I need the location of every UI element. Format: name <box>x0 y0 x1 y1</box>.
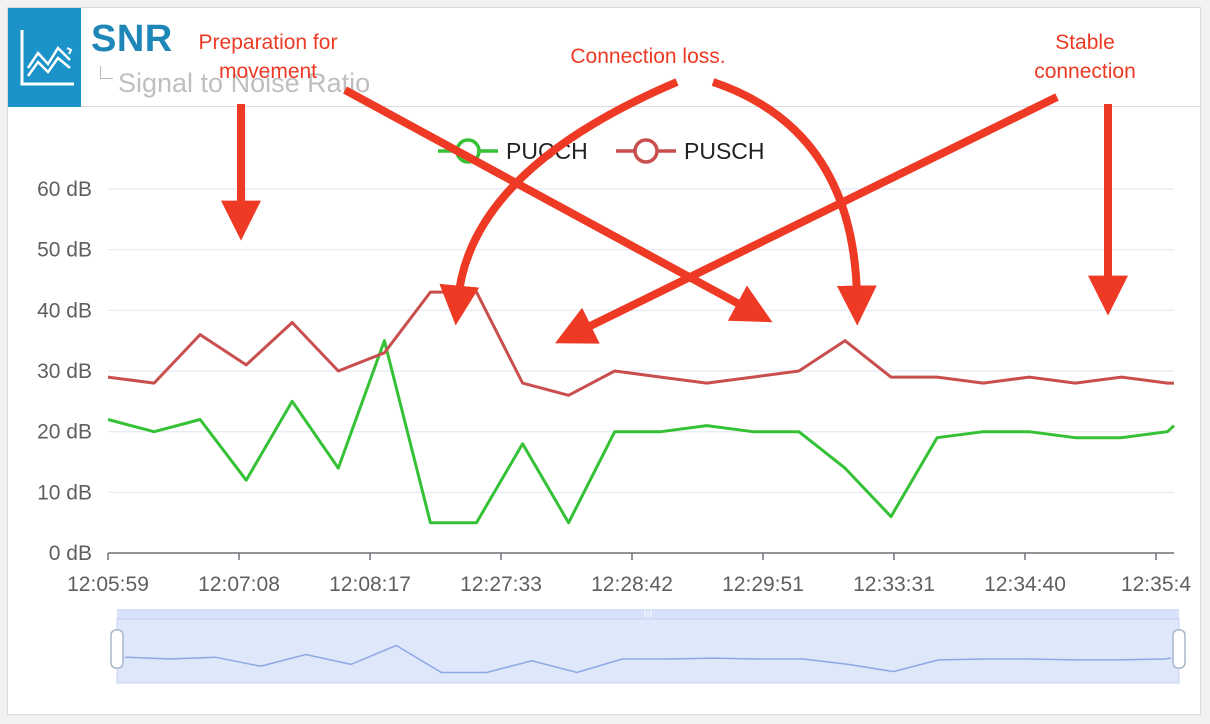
chart-app-icon <box>8 8 81 107</box>
grid-lines <box>108 188 1174 493</box>
legend-marker <box>633 138 659 164</box>
x-tick-label: 12:05:59 <box>67 573 149 596</box>
line-chart-icon <box>20 30 74 86</box>
legend-label: PUSCH <box>684 138 765 164</box>
y-tick-label: 50 dB <box>37 239 92 262</box>
x-tick-label: 12:27:33 <box>460 573 542 596</box>
y-tick-label: 10 dB <box>37 481 92 504</box>
x-tick-label: 12:08:17 <box>329 573 411 596</box>
x-tick-label: 12:33:31 <box>853 573 935 596</box>
panel-title: SNR <box>91 18 173 60</box>
x-tick-label: 12:07:08 <box>198 573 280 596</box>
y-tick-label: 40 dB <box>37 299 92 322</box>
snr-panel: SNR Signal to Noise Ratio 0 dB 10 dB 20 dB… <box>7 7 1201 715</box>
annotation-connection-loss: Connection loss. <box>570 45 726 68</box>
series-line-pusch <box>107 290 1174 397</box>
x-tick-label: 12:29:51 <box>722 573 804 596</box>
annotation-stable: Stable connection <box>1034 31 1136 83</box>
y-tick-label: 30 dB <box>37 360 92 383</box>
x-axis: 12:05:59 12:07:08 12:08:17 12:27:33 12:28:42… <box>67 552 1191 596</box>
zoom-preview-line <box>124 644 1172 674</box>
series-line-pucch <box>107 339 1176 525</box>
subtitle-hook-icon <box>100 66 113 79</box>
annotation-preparation: Preparation for movement <box>198 31 338 83</box>
x-tick-label: 12:28:42 <box>591 573 673 596</box>
legend-label: PUCCH <box>506 138 588 164</box>
y-tick-label: 0 dB <box>49 542 92 565</box>
zoom-handle-right[interactable] <box>1172 629 1186 669</box>
legend-item-pucch[interactable]: PUCCH <box>438 138 588 164</box>
y-tick-label: 20 dB <box>37 421 92 444</box>
zoom-handle-left[interactable] <box>110 629 124 669</box>
zoom-window[interactable] <box>116 618 1180 684</box>
y-axis-ticks: 0 dB 10 dB 20 dB 30 dB 40 dB 50 dB 60 dB <box>37 178 92 565</box>
y-tick-label: 60 dB <box>37 178 92 201</box>
series-lines <box>107 290 1176 525</box>
panel-header: SNR Signal to Noise Ratio <box>8 8 1200 107</box>
x-tick-label: 12:35:4 <box>1121 573 1191 596</box>
legend: PUCCH PUSCH <box>438 138 765 164</box>
x-tick-label: 12:34:40 <box>984 573 1066 596</box>
panel-subtitle: Signal to Noise Ratio <box>118 68 371 98</box>
data-zoom[interactable] <box>110 609 1186 684</box>
legend-item-pusch[interactable]: PUSCH <box>616 138 765 164</box>
legend-marker <box>455 138 481 164</box>
snr-chart: 0 dB 10 dB 20 dB 30 dB 40 dB 50 dB 60 dB 12:05… <box>37 138 1191 684</box>
